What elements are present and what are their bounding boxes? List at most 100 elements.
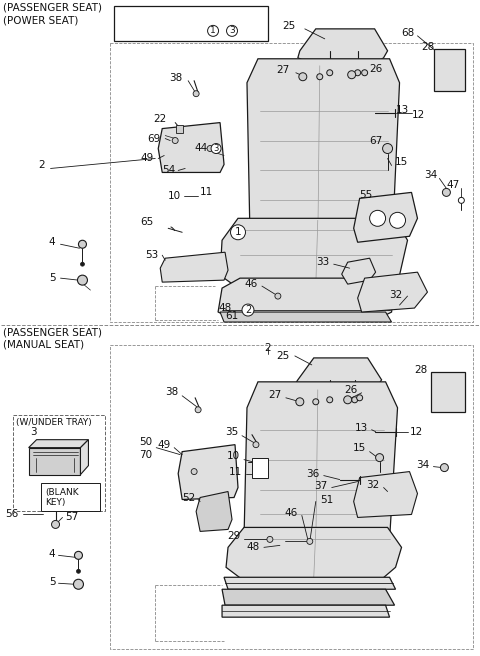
Circle shape	[313, 399, 319, 405]
Circle shape	[376, 454, 384, 462]
Polygon shape	[176, 125, 183, 133]
Polygon shape	[298, 29, 387, 65]
Text: 51: 51	[320, 495, 333, 504]
Polygon shape	[218, 278, 395, 320]
Polygon shape	[41, 483, 100, 512]
Polygon shape	[178, 445, 238, 499]
Polygon shape	[342, 258, 376, 284]
Text: 36: 36	[307, 468, 320, 479]
Text: 50: 50	[139, 437, 152, 447]
Polygon shape	[432, 372, 465, 412]
Circle shape	[73, 579, 84, 589]
Circle shape	[191, 468, 197, 474]
Polygon shape	[226, 527, 402, 579]
Text: 11: 11	[229, 466, 242, 476]
Text: 15: 15	[395, 157, 408, 167]
Text: 53: 53	[145, 250, 158, 260]
Text: 34: 34	[424, 171, 437, 180]
Text: 3: 3	[214, 144, 219, 153]
Text: 26: 26	[370, 64, 383, 73]
Circle shape	[390, 213, 406, 228]
Text: 27: 27	[276, 65, 290, 75]
Text: 61: 61	[225, 311, 238, 321]
Circle shape	[296, 398, 304, 406]
Circle shape	[245, 305, 251, 311]
Text: 1: 1	[235, 227, 241, 237]
Text: 48: 48	[247, 543, 260, 552]
Text: 49: 49	[157, 440, 170, 449]
Circle shape	[299, 73, 307, 81]
Circle shape	[77, 275, 87, 285]
Text: 28: 28	[421, 42, 434, 52]
Text: 32: 32	[366, 480, 380, 489]
Circle shape	[383, 144, 393, 154]
Text: 1: 1	[210, 26, 216, 35]
Polygon shape	[247, 59, 399, 248]
Text: 49: 49	[140, 154, 153, 163]
Polygon shape	[354, 472, 418, 518]
Polygon shape	[244, 382, 397, 554]
Text: 2: 2	[264, 343, 271, 353]
Circle shape	[370, 211, 385, 226]
Polygon shape	[158, 123, 224, 173]
Circle shape	[51, 520, 60, 529]
Polygon shape	[354, 192, 418, 242]
Text: 67: 67	[369, 136, 383, 146]
Text: 25: 25	[283, 21, 296, 31]
Text: THE NO.60:: THE NO.60:	[119, 25, 181, 35]
Text: (PASSENGER SEAT)
(POWER SEAT): (PASSENGER SEAT) (POWER SEAT)	[3, 3, 102, 26]
Text: 13: 13	[354, 422, 368, 433]
Text: 25: 25	[276, 351, 290, 361]
Polygon shape	[358, 272, 428, 312]
Text: 37: 37	[314, 481, 328, 491]
Text: 52: 52	[182, 493, 195, 502]
Circle shape	[327, 70, 333, 75]
Circle shape	[441, 464, 448, 472]
Text: 35: 35	[225, 426, 238, 437]
Circle shape	[211, 144, 221, 154]
Text: 70: 70	[139, 449, 152, 460]
Text: 47: 47	[446, 180, 459, 190]
Text: 38: 38	[165, 387, 178, 397]
Circle shape	[193, 91, 199, 96]
Polygon shape	[160, 252, 228, 282]
Text: ~: ~	[220, 27, 229, 37]
Text: 12: 12	[409, 426, 423, 437]
Text: 2: 2	[38, 161, 45, 171]
Text: (PASSENGER SEAT)
(MANUAL SEAT): (PASSENGER SEAT) (MANUAL SEAT)	[3, 327, 102, 350]
Polygon shape	[81, 440, 88, 474]
Text: 29: 29	[227, 531, 240, 541]
Text: NOTE: NOTE	[119, 13, 147, 23]
Circle shape	[242, 304, 254, 316]
Text: 34: 34	[416, 460, 430, 470]
Text: 10: 10	[168, 192, 181, 201]
Circle shape	[207, 26, 218, 36]
Circle shape	[172, 138, 178, 144]
Text: 69: 69	[147, 134, 160, 144]
Polygon shape	[220, 218, 408, 288]
Circle shape	[355, 70, 360, 75]
Circle shape	[207, 146, 213, 152]
Text: 11: 11	[200, 188, 214, 197]
Circle shape	[352, 397, 358, 403]
Text: 12: 12	[411, 110, 425, 119]
Text: 15: 15	[352, 443, 366, 453]
Text: 33: 33	[316, 257, 330, 267]
Polygon shape	[222, 605, 390, 617]
Text: 26: 26	[345, 385, 358, 395]
Text: (BLANK: (BLANK	[46, 487, 79, 497]
Circle shape	[361, 70, 368, 75]
Circle shape	[344, 396, 352, 404]
Text: 46: 46	[245, 279, 258, 289]
Circle shape	[275, 293, 281, 299]
Text: 5: 5	[49, 577, 56, 587]
Text: 54: 54	[162, 165, 175, 175]
Circle shape	[195, 407, 201, 413]
Circle shape	[76, 569, 81, 573]
Polygon shape	[252, 458, 268, 478]
Text: 65: 65	[140, 217, 153, 228]
Polygon shape	[29, 440, 88, 447]
Polygon shape	[114, 6, 268, 41]
Polygon shape	[220, 312, 392, 322]
Circle shape	[443, 188, 450, 196]
